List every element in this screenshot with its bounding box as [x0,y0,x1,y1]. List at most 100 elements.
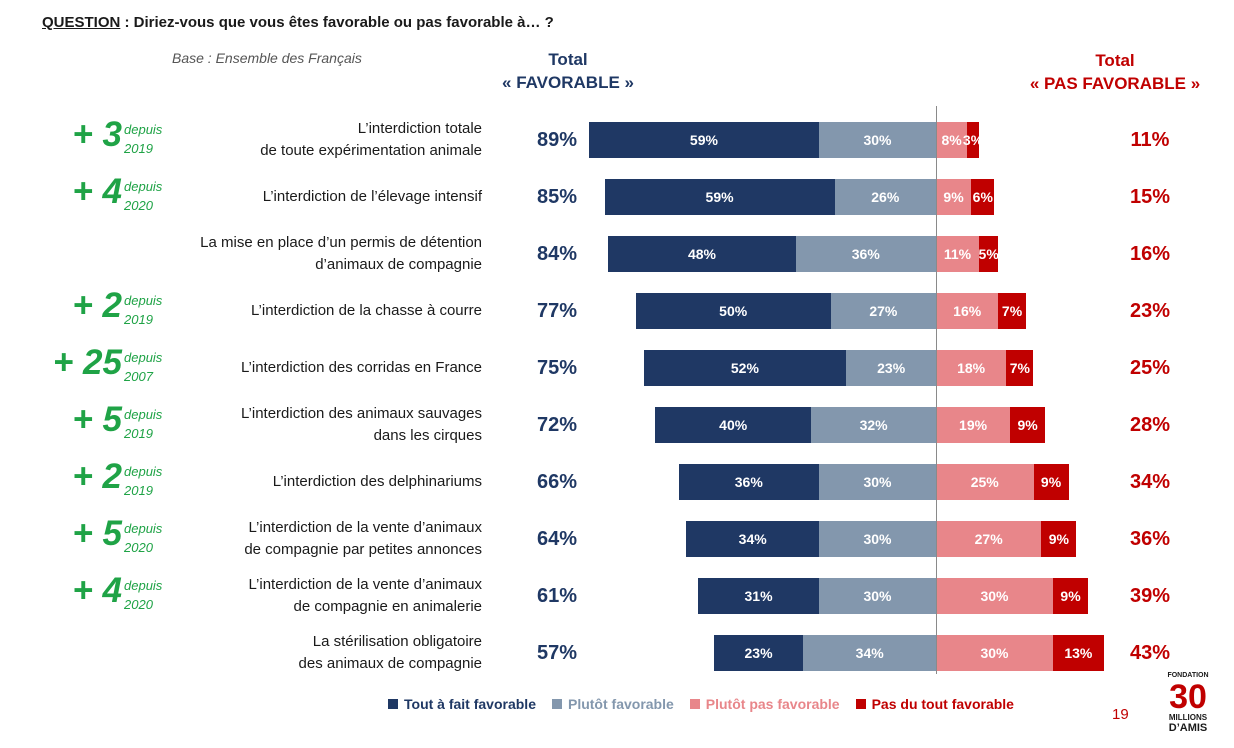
total-favorable-value: 66% [536,471,578,493]
total-favorable-value: 61% [536,585,578,607]
bar-segment-tout-a-fait: 23% [713,635,804,671]
evolution-delta: + 5 [72,514,122,553]
bar-segment-tout-a-fait: 59% [604,179,835,215]
bar-segment-plutot-pas: 19% [936,407,1011,443]
bar-segment-pas-du-tout: 9% [1033,464,1069,500]
total-favorable-value: 75% [536,357,578,379]
category-label-line: L’interdiction totale [357,120,482,137]
total-favorable-value: 57% [536,642,578,664]
header-total-favorable: Total « FAVORABLE » [488,48,648,94]
chart-row: + 2 depuis 2019 L’interdiction des delphina… [0,454,1234,510]
category-label: L’interdiction des animaux sauvages dans … [142,397,482,453]
bar-segment-plutot-pas: 16% [936,293,999,329]
bar-segment-tout-a-fait: 50% [635,293,831,329]
evolution-delta: + 2 [72,286,122,325]
category-label-line: La mise en place d’un permis de détentio… [200,234,482,251]
bar-segment-plutot-pas: 25% [936,464,1034,500]
chart-row: + 25 depuis 2007 L’interdiction des corrida… [0,340,1234,396]
total-pas-favorable-value: 43% [1129,642,1171,664]
legend-label-pas-du-tout: Pas du tout favorable [871,696,1014,712]
bar-segment-plutot: 36% [795,236,936,272]
evolution-since: depuis 2019 [124,291,162,329]
bar-segment-plutot: 32% [811,407,936,443]
category-label: L’interdiction de la vente d’animaux de c… [142,568,482,624]
total-pas-favorable-value: 25% [1129,357,1171,379]
category-label-line: L’interdiction des corridas en France [241,359,482,376]
evolution-since-word: depuis [124,350,163,365]
category-label: L’interdiction totale de toute expériment… [142,112,482,168]
category-label-line: de compagnie par petites annonces [244,541,482,558]
bar-segment-pas-du-tout: 5% [979,236,999,272]
category-label-line: de compagnie en animalerie [293,598,482,615]
legend: Tout à fait favorable Plutôt favorable P… [388,696,1014,712]
bar-segment-plutot: 34% [803,635,936,671]
evolution-since: depuis 2007 [124,348,162,386]
evolution-since-year: 2019 [124,312,153,327]
bar-segment-plutot: 30% [819,578,936,614]
category-label: La stérilisation obligatoire des animaux … [142,625,482,681]
fondation-logo: FONDATION 30 MILLIONS D’AMIS [1167,672,1208,734]
evolution-delta: + 4 [72,571,122,610]
category-label: L’interdiction des delphinariums [142,454,482,510]
bar-segment-tout-a-fait: 36% [678,464,819,500]
bar-segment-plutot-pas: 9% [936,179,972,215]
category-label: L’interdiction des corridas en France [142,340,482,396]
evolution-since-word: depuis [124,407,163,422]
total-favorable-value: 89% [536,129,578,151]
legend-swatch-plutot-pas [689,699,700,709]
bar-segment-plutot: 27% [830,293,936,329]
evolution-since: depuis 2019 [124,462,162,500]
evolution-since-word: depuis [124,179,163,194]
logo-line2: D’AMIS [1169,722,1208,734]
total-pas-favorable-value: 28% [1129,414,1171,436]
base-note: Base : Ensemble des Français [172,50,362,66]
evolution-since-word: depuis [124,293,163,308]
chart-row: + 3 depuis 2019 L’interdiction totale de tou… [0,112,1234,168]
header-total-pas-favorable: Total « PAS FAVORABLE » [1010,49,1220,95]
bar-segment-pas-du-tout: 6% [971,179,995,215]
total-pas-favorable-value: 23% [1129,300,1171,322]
legend-swatch-tout-a-fait [388,699,398,709]
evolution-since-year: 2019 [124,483,153,498]
category-label-line: La stérilisation obligatoire [312,633,482,650]
chart-row: La mise en place d’un permis de détentio… [0,226,1234,282]
bar-segment-plutot: 30% [819,464,936,500]
category-label-line: L’interdiction des delphinariums [272,473,482,490]
logo-number: 30 [1169,678,1207,716]
logo-top: FONDATION [1167,672,1208,679]
legend-item-plutot: Plutôt favorable [551,696,674,712]
page-number: 19 [1112,706,1129,723]
bar-segment-plutot-pas: 18% [936,350,1007,386]
legend-label-plutot: Plutôt favorable [567,696,674,712]
category-label-line: des animaux de compagnie [298,655,482,672]
total-pas-favorable-value: 36% [1129,528,1171,550]
category-label-line: L’interdiction de la vente d’animaux [248,576,482,593]
evolution-delta: + 5 [72,400,122,439]
evolution-since: depuis 2020 [124,177,162,215]
evolution-since-year: 2019 [124,426,153,441]
legend-swatch-plutot [551,699,562,709]
header-favorable-line1: Total [548,50,588,69]
bar-segment-pas-du-tout: 9% [1053,578,1089,614]
total-pas-favorable-value: 15% [1129,186,1171,208]
total-favorable-value: 77% [536,300,578,322]
category-label: L’interdiction de la chasse à courre [142,283,482,339]
question: QUESTION : Diriez-vous que vous êtes fav… [42,14,554,31]
total-pas-favorable-value: 16% [1129,243,1171,265]
bar-segment-plutot-pas: 30% [936,635,1053,671]
chart-row: + 2 depuis 2019 L’interdiction de la chasse… [0,283,1234,339]
evolution-since: depuis 2019 [124,120,162,158]
total-favorable-value: 84% [536,243,578,265]
category-label-line: L’interdiction de la vente d’animaux [248,519,482,536]
category-label-line: d’animaux de compagnie [315,256,482,273]
bar-segment-plutot: 26% [834,179,936,215]
bar-segment-tout-a-fait: 34% [686,521,819,557]
evolution-since-word: depuis [124,578,163,593]
evolution-since-word: depuis [124,521,163,536]
chart-row: + 4 depuis 2020 L’interdiction de l’élevage… [0,169,1234,225]
logo-line1: MILLIONS [1169,713,1208,722]
bar-segment-pas-du-tout: 7% [1006,350,1034,386]
bar-segment-pas-du-tout: 3% [963,122,983,158]
chart-row: + 4 depuis 2020 L’interdiction de la vente … [0,568,1234,624]
legend-swatch-pas-du-tout [855,699,866,709]
